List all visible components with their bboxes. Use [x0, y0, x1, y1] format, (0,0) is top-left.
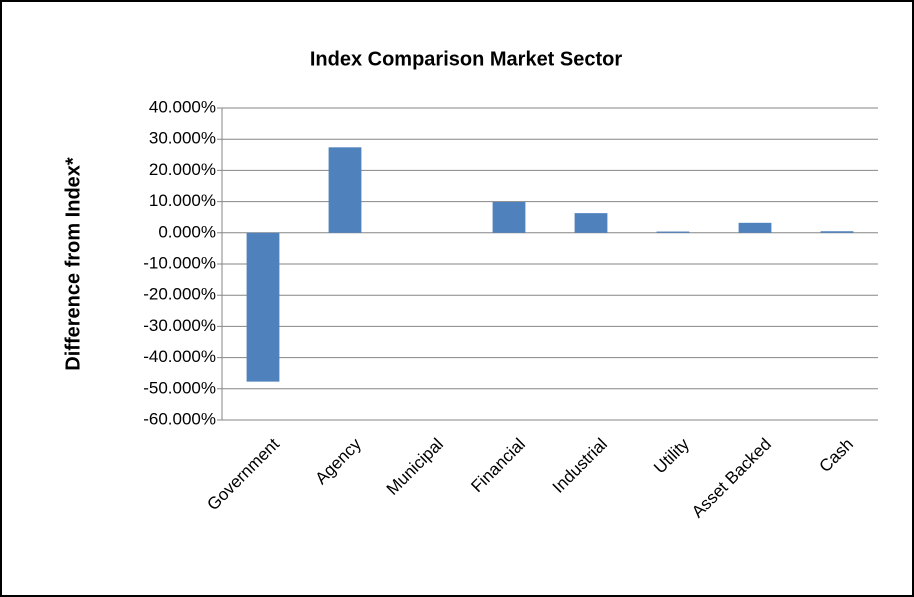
y-tick-label: 0.000% — [158, 222, 216, 241]
bar — [574, 213, 608, 233]
bar — [820, 231, 854, 233]
y-tick-label: -40.000% — [143, 347, 216, 366]
y-tick-label: 40.000% — [149, 97, 216, 116]
bar — [328, 147, 362, 233]
y-tick-label: -10.000% — [143, 253, 216, 272]
bar — [246, 232, 280, 382]
y-tick-label: -30.000% — [143, 316, 216, 335]
y-tick-label: -60.000% — [143, 409, 216, 428]
chart-title: Index Comparison Market Sector — [310, 48, 623, 70]
y-tick-label: 20.000% — [149, 160, 216, 179]
y-tick-label: -20.000% — [143, 285, 216, 304]
bar — [656, 231, 690, 233]
y-tick-label: -50.000% — [143, 378, 216, 397]
y-tick-label: 10.000% — [149, 191, 216, 210]
y-tick-label: 30.000% — [149, 129, 216, 148]
y-axis-title: Difference from Index* — [62, 157, 84, 371]
bar — [738, 222, 772, 233]
bar — [492, 201, 526, 233]
